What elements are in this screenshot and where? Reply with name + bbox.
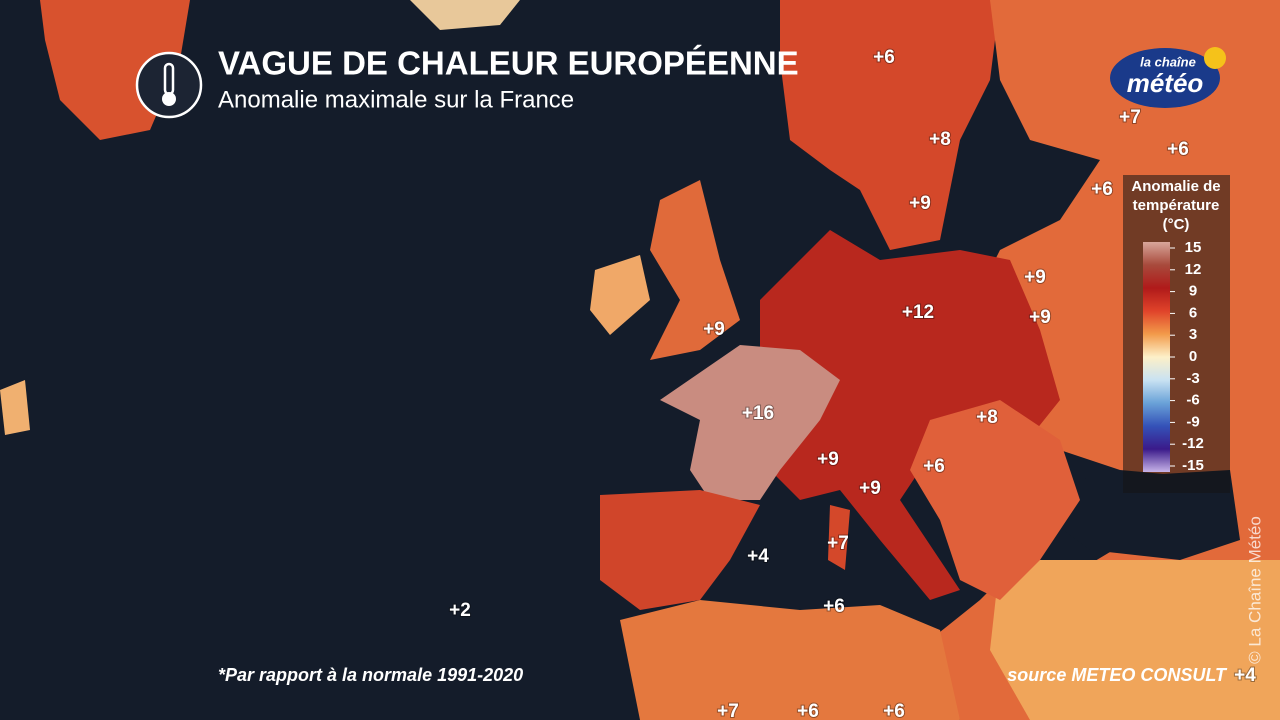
legend-tick-label: 3	[1189, 326, 1197, 343]
subtitle: Anomalie maximale sur la France	[218, 86, 574, 113]
anomaly-label: +6	[923, 456, 945, 477]
legend-tick-label: 6	[1189, 304, 1197, 321]
anomaly-label: +2	[449, 600, 471, 621]
anomaly-label: +7	[827, 533, 849, 554]
anomaly-label: +6	[873, 47, 895, 68]
legend-tick-label: 0	[1189, 348, 1197, 365]
legend-tick-label: -6	[1186, 392, 1199, 409]
anomaly-label: +9	[1024, 267, 1046, 288]
anomaly-label: +9	[909, 193, 931, 214]
legend-tick-label: -15	[1182, 457, 1204, 474]
thermometer-bulb	[162, 92, 176, 106]
footnote: *Par rapport à la normale 1991-2020	[218, 665, 523, 685]
anomaly-label: +6	[797, 701, 819, 720]
anomaly-label: +4	[747, 546, 769, 567]
legend-tick-label: -3	[1186, 370, 1199, 387]
anomaly-labels: +6 +7 +6 +8 +6 +9 +9 +12 +9 +9 +16 +8 +9 +6 +9 +7 +4 +2 +6…	[448, 46, 1257, 720]
legend-tick-label: 15	[1185, 239, 1202, 256]
anomaly-label: +7	[717, 701, 739, 720]
legend-panel	[1123, 175, 1230, 493]
logo: la chaîne météo	[1110, 47, 1226, 108]
anomaly-label: +16	[742, 403, 774, 424]
legend-title: température	[1133, 197, 1220, 214]
anomaly-label: +8	[976, 407, 998, 428]
thermometer-icon	[135, 51, 203, 119]
legend-tick-label: -9	[1186, 413, 1199, 430]
anomaly-label: +6	[1167, 139, 1189, 160]
title-block: VAGUE DE CHALEUR EUROPÉENNE Anomalie max…	[135, 45, 799, 119]
anomaly-label: +9	[703, 319, 725, 340]
anomaly-label: +12	[902, 302, 934, 323]
anomaly-label: +6	[823, 596, 845, 617]
anomaly-label: +9	[859, 478, 881, 499]
anomaly-label: +9	[1029, 307, 1051, 328]
logo-sun	[1204, 47, 1226, 69]
anomaly-label: +6	[883, 701, 905, 720]
source: source METEO CONSULT	[1007, 665, 1228, 685]
anomaly-label: +9	[817, 449, 839, 470]
legend-tick-label: 9	[1189, 283, 1197, 300]
anomaly-label: +4	[1234, 665, 1256, 686]
legend-tick-label: -12	[1182, 435, 1204, 452]
legend: Anomalie de température (°C) 15 12 9 6 3 0 -3 -6 -9…	[1123, 175, 1230, 493]
logo-line2: météo	[1127, 68, 1204, 98]
logo-badge	[1110, 48, 1220, 108]
copyright: © La Chaîne Météo	[1245, 516, 1264, 664]
legend-title: (°C)	[1163, 216, 1190, 233]
legend-tick-label: 12	[1185, 261, 1202, 278]
anomaly-label: +7	[1119, 107, 1141, 128]
legend-title: Anomalie de	[1131, 178, 1220, 195]
logo-line1: la chaîne	[1140, 54, 1196, 69]
anomaly-label: +8	[929, 129, 951, 150]
legend-scale	[1143, 242, 1170, 472]
anomaly-label: +6	[1091, 179, 1113, 200]
title: VAGUE DE CHALEUR EUROPÉENNE	[218, 45, 799, 82]
